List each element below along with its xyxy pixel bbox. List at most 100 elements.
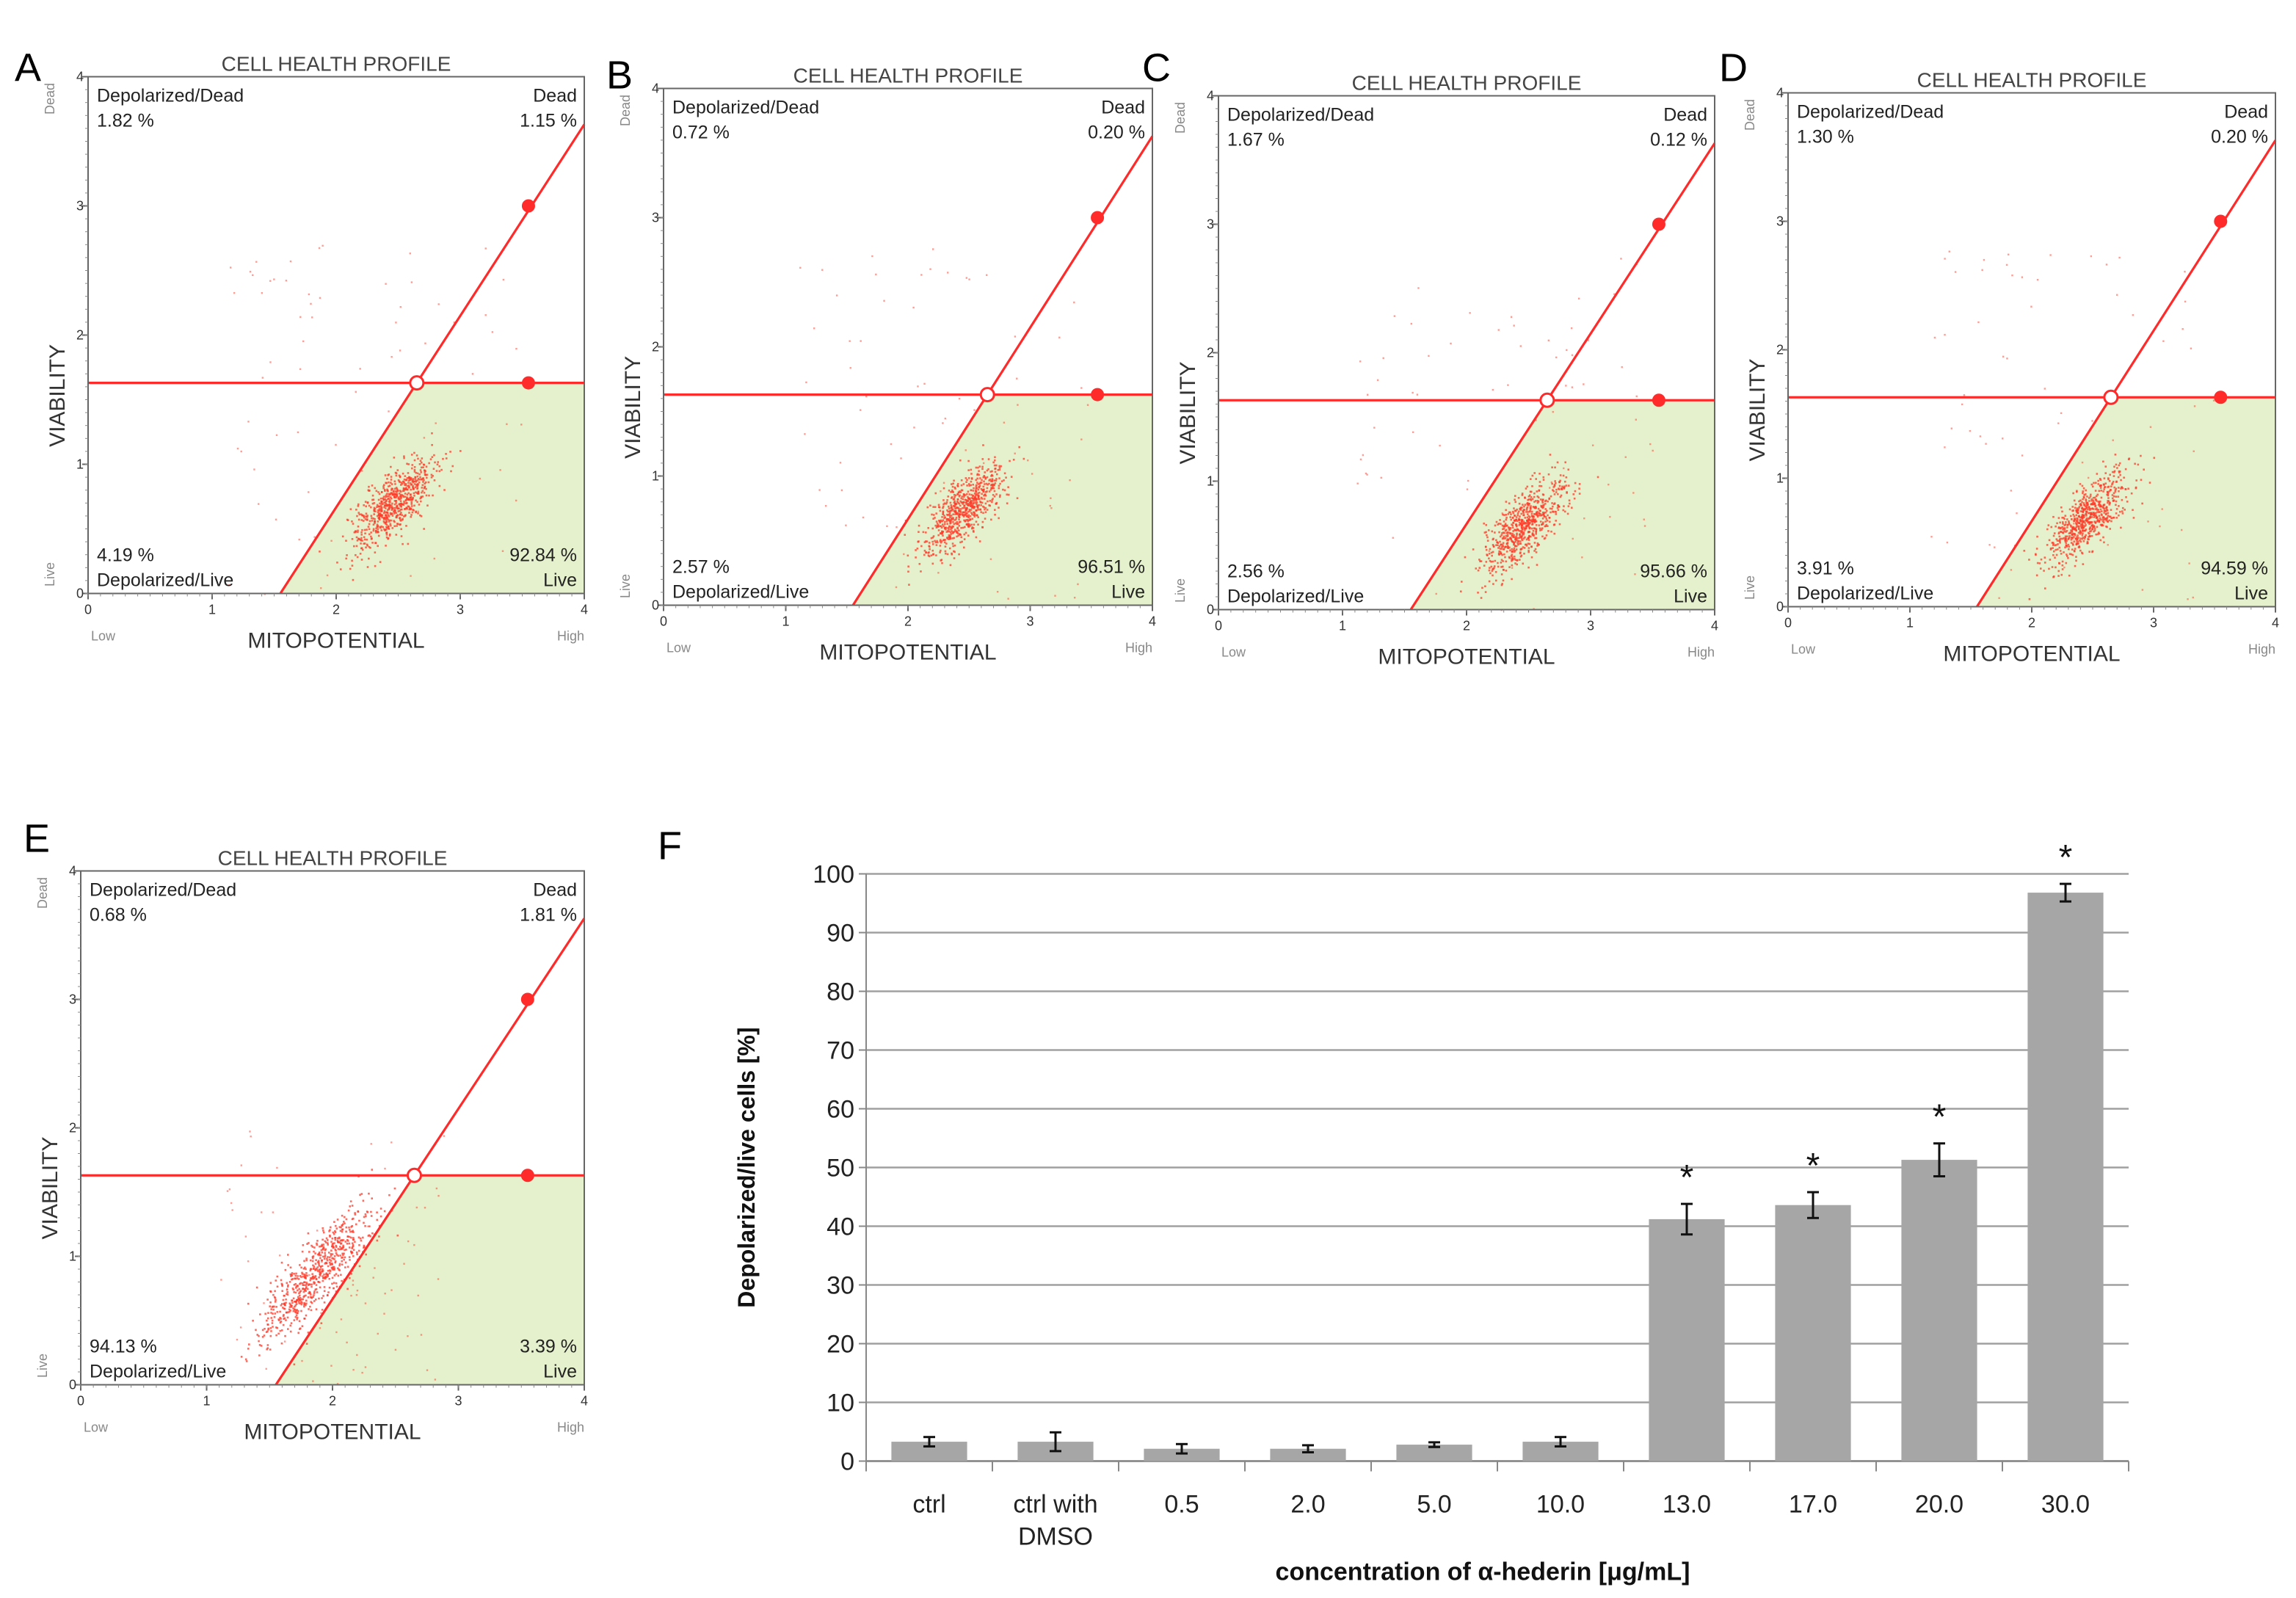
data-point <box>1513 551 1516 553</box>
data-point <box>2084 536 2087 538</box>
data-point <box>266 1299 269 1301</box>
data-point <box>2076 540 2078 542</box>
data-point <box>2057 543 2059 545</box>
x-tick-label: 5.0 <box>1417 1491 1451 1519</box>
data-point <box>286 1293 288 1296</box>
data-point <box>2110 485 2112 487</box>
data-point <box>399 490 402 492</box>
x-tick-label: 4 <box>581 1394 588 1409</box>
data-point <box>371 1169 374 1171</box>
data-point <box>993 479 995 482</box>
data-point <box>2105 264 2108 266</box>
data-point <box>948 525 951 528</box>
data-point <box>396 514 399 516</box>
data-point <box>324 1240 327 1243</box>
data-point <box>2057 531 2060 534</box>
data-point <box>1495 520 1498 523</box>
panel-letter: B <box>606 54 633 98</box>
data-point <box>2184 270 2186 273</box>
data-point <box>293 1284 296 1286</box>
data-point <box>368 490 370 492</box>
data-point <box>958 397 961 400</box>
data-point <box>2056 548 2059 551</box>
data-point <box>2107 477 2110 479</box>
data-point <box>2124 488 2127 490</box>
data-point <box>942 503 945 506</box>
data-point <box>956 493 959 495</box>
data-point <box>1486 554 1489 556</box>
data-point <box>2057 570 2060 573</box>
data-point <box>2117 495 2119 498</box>
data-point <box>501 550 504 552</box>
data-point <box>426 1369 429 1371</box>
data-point <box>1491 554 1493 557</box>
data-point <box>977 523 979 526</box>
data-point <box>308 1251 310 1253</box>
data-point <box>967 500 969 503</box>
data-point <box>2086 540 2089 543</box>
data-point <box>973 514 975 516</box>
data-point <box>1485 548 1488 551</box>
x-high-label: High <box>557 1420 584 1435</box>
data-point <box>424 481 427 484</box>
data-point <box>1521 539 1524 542</box>
data-point <box>384 501 387 504</box>
data-point <box>2082 527 2084 530</box>
data-point <box>982 512 984 515</box>
data-point <box>315 1288 318 1290</box>
data-point <box>953 537 955 540</box>
data-point <box>1500 566 1503 568</box>
data-point <box>2093 512 2096 515</box>
data-point <box>426 473 429 476</box>
data-point <box>319 1265 322 1268</box>
data-point <box>377 1332 379 1335</box>
data-point <box>1988 544 1991 546</box>
data-point <box>1511 567 1514 569</box>
data-point <box>998 487 1000 490</box>
data-point <box>1549 507 1552 510</box>
data-point <box>2087 542 2089 545</box>
data-point <box>1539 512 1541 515</box>
data-point <box>1488 569 1491 572</box>
data-point <box>2127 487 2129 490</box>
y-high-label: Dead <box>35 877 50 909</box>
data-point <box>845 524 847 526</box>
x-tick-label: 0 <box>77 1394 84 1409</box>
data-point <box>1536 513 1538 515</box>
data-point <box>1516 528 1519 531</box>
data-point <box>328 1230 330 1232</box>
data-point <box>1497 565 1500 568</box>
data-point <box>333 1242 335 1244</box>
data-point <box>405 525 407 527</box>
data-point <box>274 1301 277 1303</box>
data-point <box>367 1225 369 1227</box>
data-point <box>415 491 417 494</box>
data-point <box>949 564 952 567</box>
data-point <box>443 489 446 491</box>
data-point <box>328 1277 331 1280</box>
y-low-label: Live <box>1743 575 1757 600</box>
data-point <box>2096 526 2099 529</box>
data-point <box>252 1319 254 1322</box>
data-point <box>1527 515 1530 517</box>
data-point <box>1503 537 1505 540</box>
data-point <box>322 1243 325 1246</box>
data-point <box>410 467 413 470</box>
data-point <box>287 1264 289 1266</box>
quadrant-value-depolarized-dead: 1.82 % <box>97 111 154 131</box>
data-point <box>2089 520 2092 523</box>
data-point <box>1505 517 1508 519</box>
data-point <box>1541 517 1544 520</box>
data-point <box>939 539 942 541</box>
data-point <box>1502 544 1504 546</box>
data-point <box>1539 520 1542 523</box>
data-point <box>957 491 960 494</box>
y-tick-label: 1 <box>1776 471 1784 486</box>
data-point <box>2071 537 2074 539</box>
data-point <box>389 501 391 504</box>
data-point <box>1514 545 1516 548</box>
data-point <box>989 478 992 481</box>
data-point <box>329 1226 332 1229</box>
data-point <box>352 1279 355 1282</box>
data-point <box>932 514 935 516</box>
